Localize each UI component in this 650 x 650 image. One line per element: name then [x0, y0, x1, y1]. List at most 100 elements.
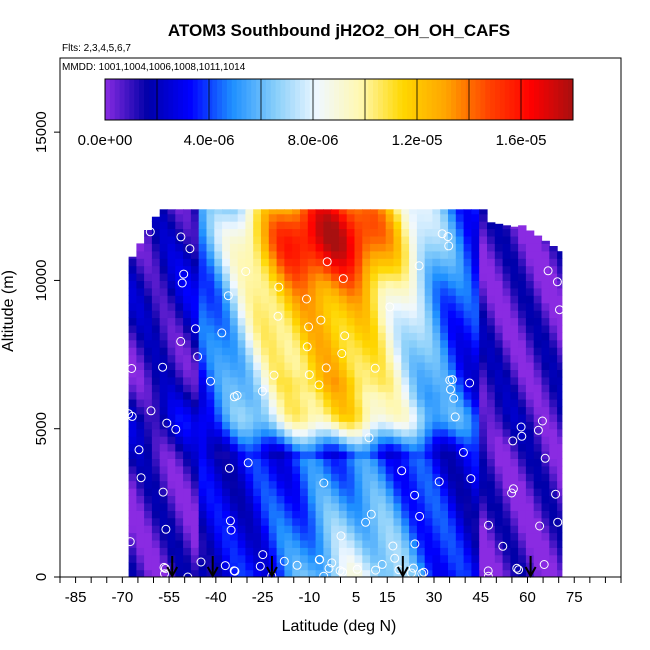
data-point [446, 384, 455, 394]
heatmap-cell [167, 510, 176, 519]
heatmap-cell [144, 243, 153, 252]
heatmap-cell [354, 532, 363, 541]
heatmap-cell [190, 273, 200, 281]
heatmap-cell [448, 332, 457, 341]
data-point [352, 564, 362, 574]
heatmap-cell [159, 421, 169, 430]
x-axis: -85 -70 -55 -40 -25 -10 5 15 30 45 60 75 [59, 577, 622, 606]
colorbar-segment [290, 79, 296, 120]
heatmap-cell [331, 465, 340, 474]
heatmap-cell [276, 354, 285, 363]
heatmap-cell [167, 517, 176, 526]
heatmap-cell [167, 547, 176, 556]
colorbar-segment [568, 79, 574, 120]
heatmap-cell [525, 451, 535, 459]
heatmap-cell [448, 458, 457, 467]
heatmap-cell [346, 213, 356, 222]
heatmap-cell [463, 213, 472, 222]
heatmap-cell [416, 539, 426, 548]
heatmap-cell [385, 458, 395, 467]
data-point [269, 370, 279, 380]
heatmap-cell [190, 421, 200, 430]
heatmap-cell [167, 458, 176, 467]
heatmap-cell [385, 317, 395, 326]
heatmap-cell [276, 258, 285, 267]
heatmap-cell [253, 339, 262, 348]
heatmap-cell [502, 280, 511, 289]
heatmap-cell [494, 339, 504, 348]
heatmap-cell [463, 280, 472, 289]
heatmap-cell [494, 421, 504, 430]
heatmap-cell [401, 332, 410, 341]
colorbar-segment [475, 79, 481, 120]
heatmap-cell [518, 562, 527, 571]
heatmap-cell [557, 554, 563, 563]
data-point [390, 553, 400, 563]
heatmap-cell [144, 362, 153, 370]
heatmap-cell [541, 413, 550, 422]
heatmap-cell [245, 228, 254, 237]
heatmap-cell [549, 369, 558, 378]
heatmap-cell [300, 250, 309, 259]
heatmap-cell [175, 473, 184, 482]
heatmap-cell [222, 554, 231, 563]
heatmap-cell [487, 488, 496, 496]
heatmap-cell [276, 406, 285, 415]
heatmap-cell [175, 495, 184, 504]
heatmap-cell [432, 465, 441, 474]
data-point [273, 311, 283, 321]
heatmap-cell [385, 391, 395, 400]
heatmap-cell [487, 436, 496, 445]
heatmap-cell [300, 369, 309, 378]
heatmap-cell [151, 443, 161, 452]
heatmap-cell [190, 243, 200, 252]
flight-arrow-head [206, 566, 219, 579]
heatmap-cell [167, 354, 176, 363]
heatmap-cell [424, 532, 434, 541]
heatmap-cell [393, 428, 402, 437]
heatmap-cell [346, 302, 356, 311]
heatmap-cell [502, 310, 511, 319]
heatmap-cell [183, 421, 192, 430]
heatmap-cell [385, 228, 395, 237]
heatmap-cell [206, 473, 215, 482]
heatmap-cell [159, 399, 169, 408]
heatmap-cell [214, 510, 223, 519]
heatmap-cell [151, 243, 161, 252]
heatmap-cell [432, 280, 441, 289]
heatmap-cell [385, 287, 395, 296]
heatmap-cell [510, 295, 519, 304]
heatmap-cell [479, 539, 488, 548]
heatmap-cell [214, 332, 223, 341]
heatmap-cell [198, 421, 208, 430]
heatmap-cell [229, 302, 239, 311]
heatmap-cell [128, 384, 137, 393]
heatmap-cell [144, 451, 153, 459]
heatmap-cell [471, 451, 480, 459]
heatmap-cell [167, 532, 176, 541]
heatmap-cell [245, 547, 254, 556]
colorbar-segment [324, 79, 330, 120]
heatmap-cell [541, 562, 550, 571]
heatmap-cell [440, 280, 449, 289]
heatmap-cell [183, 369, 192, 378]
heatmap-cell [354, 287, 363, 296]
heatmap-cell [401, 569, 410, 577]
heatmap-cell [354, 539, 363, 548]
heatmap-cell [229, 213, 239, 222]
heatmap-cell [315, 458, 324, 467]
heatmap-cell [401, 421, 410, 430]
heatmap-cell [393, 221, 402, 230]
heatmap-cell [502, 488, 511, 496]
heatmap-cell [167, 369, 176, 378]
heatmap-cell [190, 465, 200, 474]
heatmap-cell [229, 339, 239, 348]
heatmap-cell [300, 488, 309, 496]
heatmap-cell [494, 473, 504, 482]
data-point [498, 541, 508, 551]
data-point [160, 563, 170, 573]
heatmap-cell [416, 209, 426, 215]
heatmap-cell [144, 295, 153, 304]
heatmap-cell [416, 384, 426, 393]
heatmap-cell [541, 443, 550, 452]
